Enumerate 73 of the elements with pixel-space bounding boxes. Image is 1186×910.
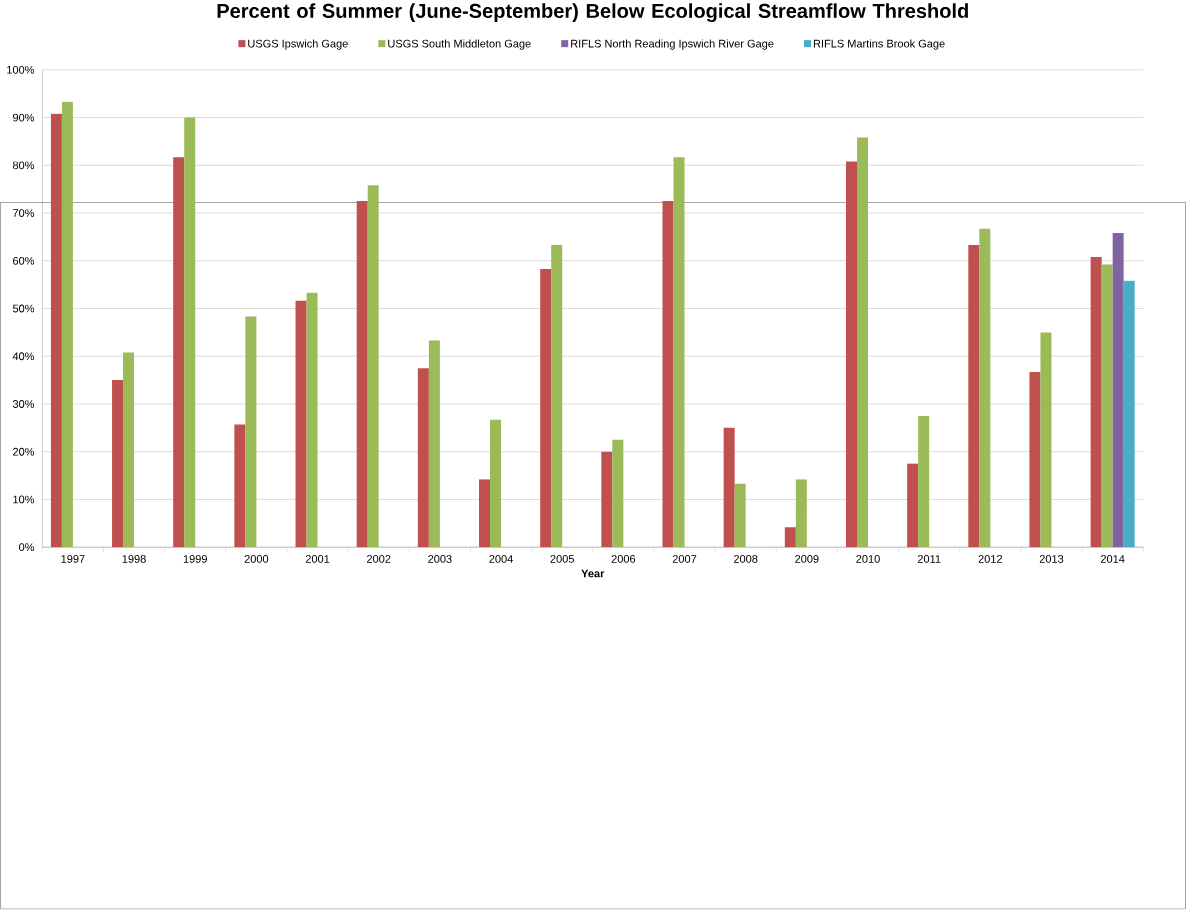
x-tick-label: 2011: [917, 555, 941, 564]
x-tick-label: 2005: [550, 555, 574, 564]
bar: [907, 463, 919, 548]
bar: [795, 479, 807, 548]
bar: [1029, 372, 1041, 548]
bar: [417, 368, 429, 548]
y-tick-label: 60%: [13, 257, 35, 265]
bar: [540, 269, 552, 548]
y-tick-label: 0%: [19, 543, 35, 552]
bar: [306, 292, 318, 548]
y-tick-label: 40%: [12, 352, 35, 361]
x-tick-label: 2013: [1039, 555, 1064, 564]
bar: [784, 527, 796, 548]
bar: [673, 157, 685, 548]
bar: [551, 245, 563, 548]
y-tick-label: 100%: [7, 66, 35, 74]
x-tick-label: 2014: [1100, 555, 1125, 564]
y-tick-label: 90%: [13, 113, 35, 122]
bar: [845, 161, 857, 548]
bar: [856, 137, 868, 548]
bar: [1090, 257, 1102, 548]
bar: [490, 419, 502, 548]
y-tick-label: 80%: [12, 161, 35, 170]
bar: [295, 301, 307, 548]
bar: [979, 229, 991, 548]
bar: [123, 352, 135, 548]
bar: [1101, 264, 1113, 548]
bar: [601, 451, 613, 548]
bar: [734, 483, 746, 548]
x-tick-label: 2003: [428, 555, 452, 564]
y-tick-label: 20%: [13, 448, 35, 456]
x-tick-label: 2009: [795, 555, 819, 564]
bar: [662, 201, 674, 548]
bar: [1112, 233, 1124, 548]
bar: [50, 113, 62, 548]
x-tick-label: 2010: [856, 555, 880, 564]
bar: [112, 380, 124, 548]
bar: [428, 340, 440, 548]
bar: [356, 201, 368, 548]
x-tick-label: 2002: [367, 555, 391, 564]
bar: [1123, 281, 1135, 548]
legend-label: RIFLS Martins Brook Gage: [813, 39, 945, 50]
x-tick-label: 2000: [244, 555, 269, 564]
bar: [234, 424, 246, 548]
bar: [184, 117, 196, 548]
bar: [479, 479, 491, 548]
bar: [918, 416, 930, 548]
bar: [968, 245, 980, 548]
legend-label: USGS South Middleton Gage: [388, 39, 531, 50]
x-tick-label: 1999: [183, 555, 207, 564]
bar: [245, 316, 257, 548]
x-tick-label: 2012: [978, 555, 1003, 564]
x-tick-label: 2008: [733, 555, 758, 564]
bar: [723, 428, 735, 548]
x-tick-label: 1997: [61, 555, 85, 564]
bar: [612, 440, 624, 548]
bar: [1040, 332, 1052, 548]
y-tick-label: 10%: [13, 495, 35, 504]
x-tick-label: 1998: [122, 555, 146, 564]
y-tick-label: 30%: [12, 400, 35, 409]
x-tick-label: 2006: [611, 555, 636, 564]
bar: [367, 185, 379, 548]
x-tick-label: 2001: [305, 555, 330, 564]
chart-title: Percent of Summer (June-September) Below Ecological Streamflow Threshold: [217, 3, 968, 23]
legend-label: USGS Ipswich Gage: [248, 39, 348, 50]
y-tick-label: 50%: [12, 304, 35, 313]
bar: [173, 157, 185, 548]
x-axis-title: Year: [581, 569, 605, 578]
x-tick-label: 2004: [489, 555, 513, 564]
y-tick-label: 70%: [13, 209, 35, 218]
legend-label: RIFLS North Reading Ipswich River Gage: [571, 39, 774, 50]
x-tick-label: 2007: [672, 555, 697, 564]
bar: [61, 102, 73, 548]
